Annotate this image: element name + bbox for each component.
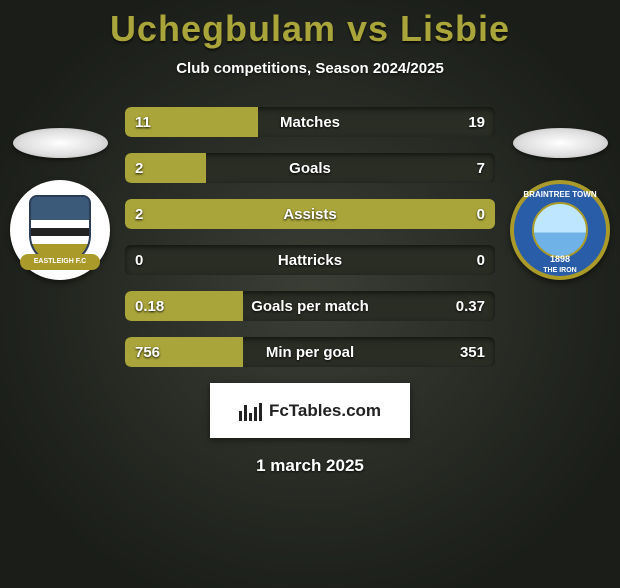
crest-right-nick: THE IRON (514, 267, 606, 274)
crest-left-banner: EASTLEIGH F.C (20, 254, 100, 270)
stat-row: 0.18Goals per match0.37 (125, 291, 495, 321)
stat-row: 2Assists0 (125, 199, 495, 229)
stat-label: Min per goal (125, 337, 495, 367)
brand-logo-icon (239, 401, 263, 421)
stats-container: 11Matches192Goals72Assists00Hattricks00.… (125, 107, 495, 367)
flag-left (13, 128, 108, 158)
stat-row: 2Goals7 (125, 153, 495, 183)
player-left-panel: EASTLEIGH F.C (5, 128, 115, 280)
stat-row: 11Matches19 (125, 107, 495, 137)
stat-label: Goals (125, 153, 495, 183)
stat-label: Assists (125, 199, 495, 229)
crest-right: BRAINTREE TOWN 1898 THE IRON (510, 180, 610, 280)
stat-value-right: 0 (467, 245, 495, 275)
crest-left: EASTLEIGH F.C (10, 180, 110, 280)
stat-row: 756Min per goal351 (125, 337, 495, 367)
stat-value-right: 0 (467, 199, 495, 229)
crest-right-ring: BRAINTREE TOWN (514, 190, 606, 199)
stat-row: 0Hattricks0 (125, 245, 495, 275)
stat-value-right: 0.37 (446, 291, 495, 321)
brand-text: FcTables.com (269, 401, 381, 421)
subtitle: Club competitions, Season 2024/2025 (0, 60, 620, 77)
crest-right-year: 1898 (514, 254, 606, 264)
date-label: 1 march 2025 (0, 456, 620, 476)
page-title: Uchegbulam vs Lisbie (0, 8, 620, 50)
stat-value-right: 7 (467, 153, 495, 183)
stat-value-right: 19 (458, 107, 495, 137)
player-right-panel: BRAINTREE TOWN 1898 THE IRON (505, 128, 615, 280)
brand-badge: FcTables.com (210, 383, 410, 438)
crest-right-inner-icon (532, 202, 588, 258)
stat-label: Goals per match (125, 291, 495, 321)
stat-label: Hattricks (125, 245, 495, 275)
stat-label: Matches (125, 107, 495, 137)
stat-value-right: 351 (450, 337, 495, 367)
flag-right (513, 128, 608, 158)
